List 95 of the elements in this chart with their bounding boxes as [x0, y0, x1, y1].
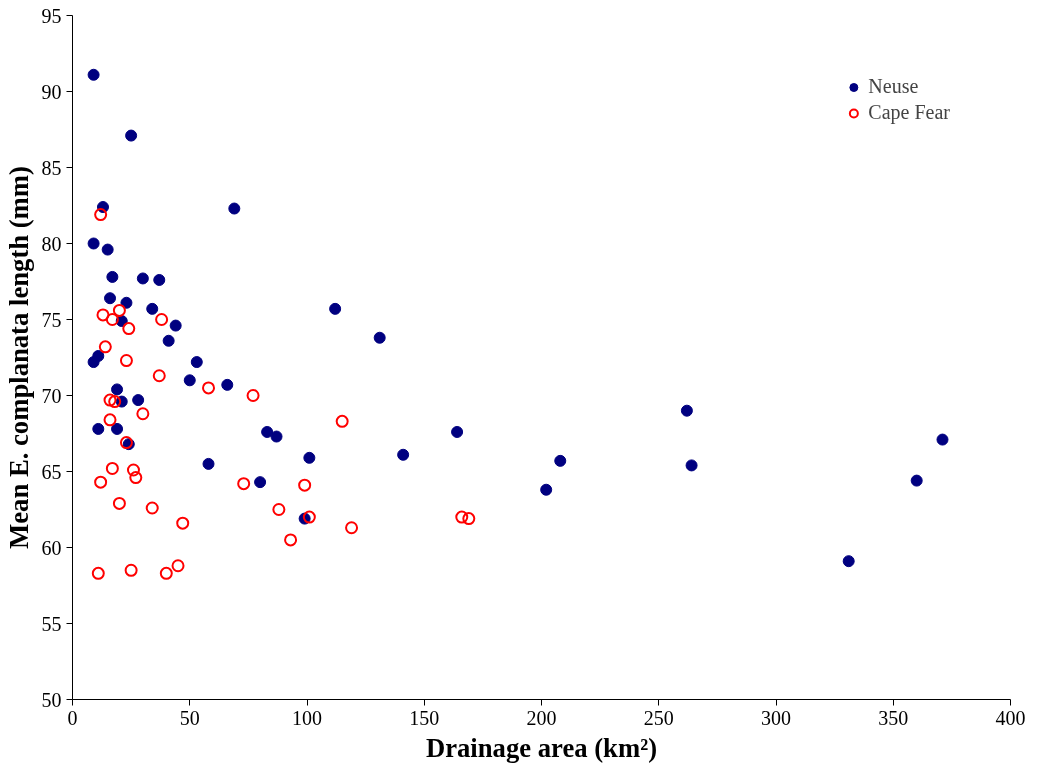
point: [105, 461, 119, 475]
point: [120, 296, 133, 309]
y-tick-label: 60: [41, 536, 62, 559]
point: [335, 414, 349, 428]
x-tick-label: 100: [292, 706, 322, 729]
y-tick-label: 50: [41, 688, 62, 711]
point: [685, 459, 698, 472]
point: [462, 512, 476, 526]
point: [145, 501, 159, 515]
point: [108, 395, 122, 409]
point: [124, 563, 138, 577]
point: [169, 319, 182, 332]
point: [298, 478, 312, 492]
point: [202, 457, 215, 470]
point: [146, 302, 159, 315]
point: [91, 566, 105, 580]
point: [153, 273, 166, 286]
x-tick-label: 0: [67, 706, 78, 729]
point: [554, 454, 567, 467]
point: [125, 129, 138, 142]
point: [272, 503, 286, 516]
point: [302, 510, 316, 524]
point: [98, 340, 112, 354]
x-tick-label: 200: [526, 706, 557, 729]
point: [397, 448, 410, 461]
point: [155, 313, 169, 326]
y-tick-label: 80: [41, 232, 62, 255]
point: [129, 471, 143, 485]
point: [112, 303, 126, 317]
point: [190, 356, 203, 369]
point: [111, 422, 124, 435]
point: [103, 413, 117, 427]
x-tick-label: 150: [409, 706, 440, 729]
point: [910, 474, 923, 487]
point: [936, 433, 949, 446]
point: [105, 313, 119, 326]
point: [246, 389, 260, 402]
point: [106, 270, 119, 283]
point: [159, 566, 173, 580]
point: [87, 68, 100, 81]
point: [183, 374, 196, 387]
point: [103, 393, 117, 407]
point: [228, 202, 241, 215]
point: [162, 334, 175, 347]
point: [92, 422, 105, 435]
x-tick-label: 300: [761, 706, 791, 729]
point: [221, 378, 234, 391]
point: [345, 521, 359, 535]
point: [176, 516, 190, 530]
point: [126, 463, 140, 477]
y-tick-label: 90: [41, 80, 62, 103]
x-tick-label: 350: [878, 706, 909, 729]
y-axis-title: Mean E. complanata length (mm): [3, 166, 34, 549]
point: [202, 381, 216, 395]
y-tick-label: 95: [41, 4, 62, 27]
point: [540, 483, 553, 496]
point: [680, 404, 693, 417]
point: [455, 510, 469, 524]
point: [329, 302, 342, 315]
point: [254, 476, 267, 489]
x-axis-title: Drainage area (km²): [425, 732, 658, 763]
point: [94, 475, 108, 489]
point: [152, 369, 166, 383]
x-tick-label: 400: [995, 706, 1026, 729]
point: [122, 322, 136, 336]
point: [94, 208, 108, 222]
point: [132, 394, 145, 407]
point: [261, 425, 274, 438]
point: [451, 425, 464, 438]
point: [101, 243, 114, 256]
point: [87, 356, 100, 369]
point: [112, 496, 126, 510]
point: [111, 383, 124, 396]
point: [96, 308, 110, 322]
y-tick-label: 75: [41, 308, 62, 331]
y-tick-label: 70: [41, 384, 62, 407]
point: [136, 407, 150, 421]
x-tick-label: 50: [179, 706, 200, 729]
legend-label: Neuse: [868, 75, 919, 98]
y-tick-label: 55: [41, 612, 62, 635]
y-tick-label: 65: [41, 460, 62, 483]
point: [842, 555, 855, 568]
legend-label: Cape Fear: [868, 101, 950, 124]
point: [171, 559, 185, 573]
point: [303, 451, 316, 464]
point: [373, 331, 386, 344]
point: [119, 354, 133, 368]
point: [270, 430, 283, 443]
y-tick-label: 85: [41, 156, 62, 179]
point: [237, 477, 251, 491]
point: [104, 292, 117, 305]
point: [136, 272, 149, 285]
point: [284, 533, 298, 547]
point: [87, 237, 100, 250]
x-tick-label: 250: [643, 706, 674, 729]
